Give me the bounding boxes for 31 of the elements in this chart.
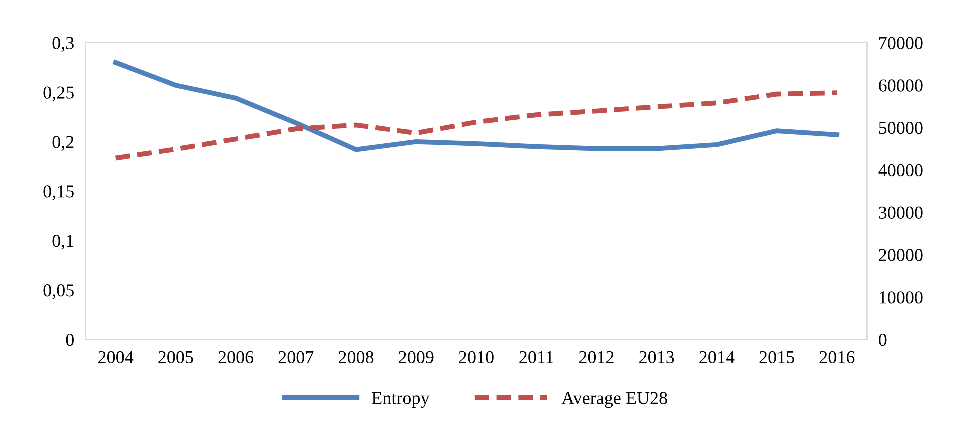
y2-tick-label: 50000 [879,122,923,134]
x-tick-label: 2015 [760,351,794,364]
y2-tick-label: 30000 [879,206,923,219]
y2-tick-label: 40000 [878,164,923,177]
y-tick-label: 0,3 [52,37,74,52]
x-tick-label: 2013 [640,351,674,364]
legend-label: Average EU28 [562,392,668,408]
x-tick-label: 2007 [278,351,314,364]
y-tick-label: 0,2 [52,136,74,151]
x-tick-label: 2010 [459,351,494,364]
y-tick-label: 0,15 [44,186,74,200]
y-tick-label: 0,1 [52,235,74,250]
x-tick-label: 2016 [820,351,855,364]
y2-tick-label: 60000 [879,80,923,92]
x-tick-label: 2014 [700,351,735,364]
x-tick-label: 2012 [579,351,614,364]
y-tick-label: 0 [66,334,74,346]
x-tick-label: 2009 [399,351,434,364]
x-tick-label: 2006 [218,351,254,364]
x-tick-label: 2004 [98,351,134,364]
y-tick-label: 0,25 [44,86,74,102]
x-tick-label: 2011 [520,351,554,364]
x-tick-label: 2008 [339,351,374,364]
legend-label: Entropy [372,392,430,408]
y-tick-label: 0,05 [44,284,74,300]
y2-tick-label: 10000 [880,292,923,304]
y2-tick-label: 20000 [879,249,923,262]
line-series [113,60,840,152]
y2-tick-label: 70000 [880,37,923,50]
y2-tick-label: 0 [879,334,887,346]
x-tick-label: 2005 [158,351,194,364]
